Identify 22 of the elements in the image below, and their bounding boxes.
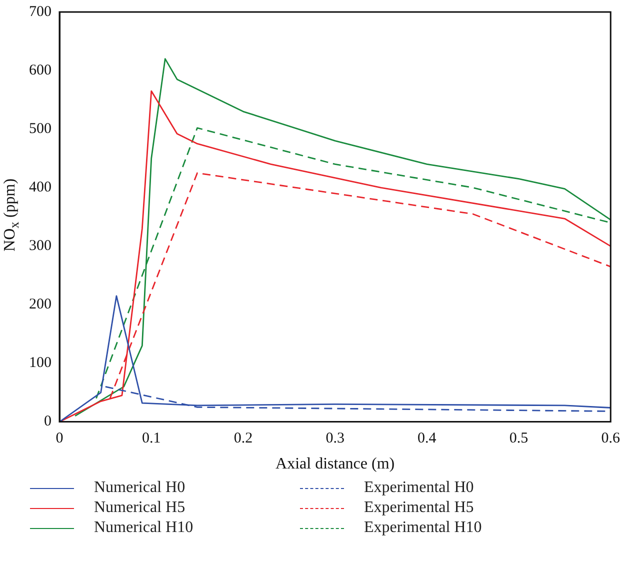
x-tick-label: 0.4 [418, 430, 437, 447]
y-tick-label: 200 [29, 296, 52, 313]
y-tick-label: 400 [29, 180, 52, 196]
x-tick-label: 0.1 [142, 430, 161, 447]
legend-label: Experimental H5 [364, 499, 474, 517]
x-tick-label: 0 [56, 430, 64, 447]
x-tick-label: 0.3 [326, 430, 344, 447]
legend-label: Experimental H10 [364, 519, 482, 537]
x-tick-label: 0.2 [234, 430, 253, 447]
legend-label: Experimental H0 [364, 479, 474, 497]
y-tick-label: 700 [29, 4, 52, 20]
legend-label: Numerical H5 [94, 499, 186, 517]
y-tick-label: 0 [44, 414, 52, 430]
legend-label: Numerical H10 [94, 519, 194, 537]
x-tick-label: 0.5 [509, 430, 528, 447]
x-tick-label: 0.6 [601, 430, 620, 447]
y-tick-label: 500 [29, 121, 52, 138]
legend-label: Numerical H0 [94, 479, 186, 497]
y-tick-label: 300 [29, 238, 52, 254]
y-tick-label: 100 [29, 355, 52, 372]
x-axis-title: Axial distance (m) [276, 456, 395, 473]
y-tick-label: 600 [29, 62, 52, 78]
